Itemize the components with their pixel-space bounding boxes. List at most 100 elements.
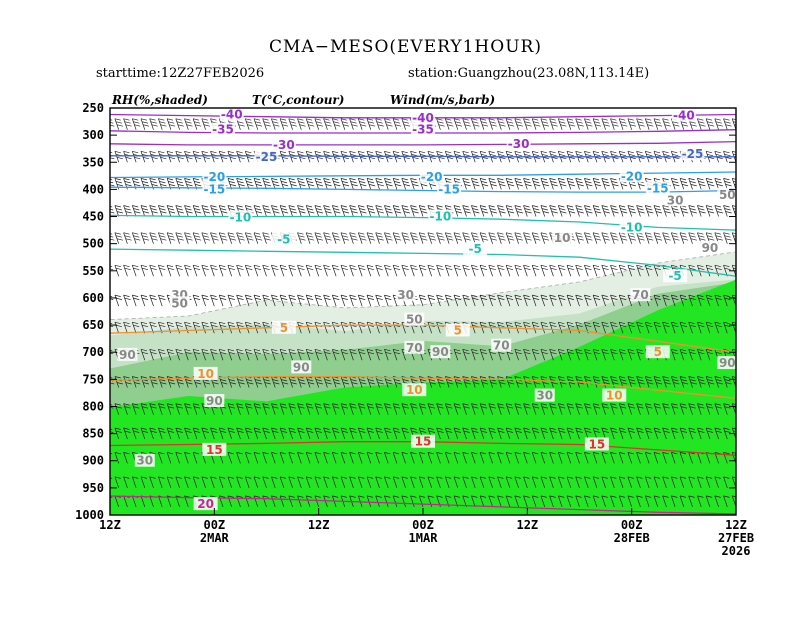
wind-barb [557,321,566,334]
time-tick-label: 12Z [308,518,330,532]
wind-barb [549,321,557,334]
wind-barb [244,403,253,415]
wind-barb [557,403,566,415]
wind-barb [549,205,558,217]
wind-barb [110,452,113,464]
wind-barb [288,495,295,508]
wind-barb [184,376,193,388]
wind-barb [688,376,697,388]
wind-barb [131,294,140,307]
wind-barb [418,495,426,508]
wind-barb [549,376,558,388]
rh-label: 90 [717,356,738,370]
wind-barb [323,118,332,130]
wind-barb [705,476,713,489]
temperature-label-text: -25 [682,147,704,161]
wind-barb [401,178,410,190]
time-tick-label: 00Z [203,518,225,532]
wind-barb [262,118,271,130]
wind-barb [357,178,367,190]
wind-barb [636,495,643,508]
wind-barb [497,205,506,217]
wind-barb [349,427,357,440]
wind-barb [627,264,635,277]
wind-barb [592,476,600,489]
wind-barb [610,376,619,388]
wind-barb [479,495,487,508]
wind-barb [549,118,558,130]
wind-barb [149,150,158,163]
wind-barb [192,452,200,464]
wind-barb [418,403,427,415]
wind-barb [410,403,418,415]
wind-barb [184,232,193,244]
temperature-label-text: -10 [430,210,452,224]
wind-barb [479,452,487,464]
temperature-label: 15 [202,442,227,457]
wind-barb [175,150,184,163]
wind-barb [244,348,253,361]
wind-barb [401,476,408,489]
wind-barb [531,294,540,307]
wind-barb [610,427,618,440]
wind-barb [471,376,480,388]
wind-barb [679,427,688,440]
wind-barb [453,232,463,244]
wind-barb [305,376,315,388]
wind-barb [636,321,644,334]
wind-barb [331,294,340,307]
wind-barb [314,118,323,130]
wind-barb [636,427,644,440]
temperature-label: 10 [402,383,427,397]
wind-barb [323,427,331,440]
wind-barb [149,264,157,277]
wind-barb [636,376,645,388]
wind-barb [297,376,306,388]
wind-barb [618,294,627,307]
wind-barb [662,452,669,464]
wind-barb [471,178,480,190]
wind-barb [505,427,514,440]
pressure-tick-label: 400 [82,182,104,196]
wind-barb [462,476,469,489]
wind-barb [140,118,150,130]
wind-barb [549,427,557,440]
wind-barb [636,232,645,244]
wind-barb [531,476,539,489]
wind-barb [123,205,132,217]
wind-barb [514,294,522,307]
temperature-label-text: -5 [277,232,290,246]
wind-barb [297,476,304,489]
wind-barb [479,232,489,244]
wind-barb [688,178,697,190]
station-label: station:Guangzhou(23.08N,113.14E) [408,66,650,81]
wind-barb [288,427,296,440]
wind-barb [584,264,592,277]
wind-barb [670,294,679,307]
wind-barb [279,118,289,130]
wind-barb [549,178,558,190]
wind-barb [557,264,566,277]
wind-barb [357,264,366,277]
wind-barb [731,376,736,388]
wind-barb [479,403,488,415]
pressure-axis: 2503003504004505005506006507007508008509… [75,101,736,522]
wind-barb [149,376,158,388]
wind-barb [340,264,348,277]
temperature-label: 15 [584,437,609,451]
wind-barb [714,321,722,334]
wind-barb [436,376,445,388]
wind-barb [497,452,504,464]
wind-barb [471,294,479,307]
wind-barb [688,476,695,489]
wind-barb [166,264,175,277]
wind-barb [288,376,297,388]
wind-barb [575,294,583,307]
wind-barb [375,495,382,508]
wind-barb [149,476,156,489]
wind-barb [253,427,262,440]
wind-barb [514,476,521,489]
temperature-label: -30 [506,136,531,151]
wind-barb [253,232,263,244]
